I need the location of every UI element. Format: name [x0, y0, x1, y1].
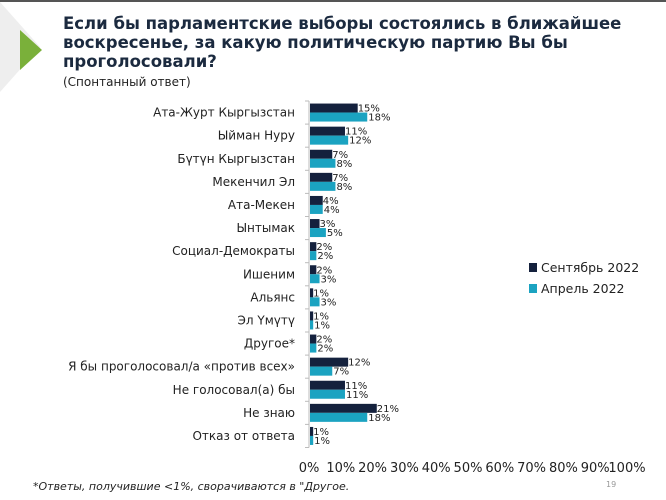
data-label: 3% — [320, 219, 336, 230]
bar-apr2022 — [310, 112, 368, 122]
data-label: 11% — [346, 390, 368, 401]
data-label: 7% — [332, 173, 348, 184]
green-arrow-icon — [20, 30, 42, 70]
bar-apr2022 — [310, 389, 345, 399]
bar-sep2022 — [310, 288, 314, 298]
data-label: 1% — [313, 427, 329, 438]
data-label: 7% — [333, 367, 349, 378]
category-label: Социал-Демократы — [172, 244, 295, 258]
data-label: 1% — [314, 436, 330, 447]
x-tick-label: 10% — [326, 461, 355, 476]
footnote: *Ответы, получившие <1%, сворачиваются в… — [33, 480, 350, 493]
category-label: Не знаю — [243, 406, 295, 420]
data-label: 1% — [313, 288, 329, 299]
data-label: 2% — [317, 344, 333, 355]
data-label: 2% — [316, 242, 332, 253]
chart-subtitle: (Спонтанный ответ) — [63, 75, 191, 89]
bar-apr2022 — [310, 320, 314, 330]
category-label: Ата-Мекен — [228, 198, 295, 212]
x-tick-label: 20% — [358, 461, 387, 476]
data-label: 12% — [349, 136, 371, 147]
x-tick-label: 40% — [422, 461, 451, 476]
category-label: Бүтүн Кыргызстан — [177, 152, 295, 166]
category-label: Ынтымак — [236, 221, 295, 235]
data-label: 18% — [368, 113, 390, 124]
data-label: 3% — [321, 274, 337, 285]
data-label: 1% — [314, 320, 330, 331]
data-label: 5% — [327, 228, 343, 239]
data-label: 1% — [313, 311, 329, 322]
legend-label: Сентябрь 2022 — [541, 260, 639, 275]
data-label: 2% — [316, 335, 332, 346]
x-tick-label: 50% — [454, 461, 483, 476]
chart-title: Если бы парламентские выборы состоялись … — [63, 14, 622, 71]
data-label: 15% — [358, 104, 380, 115]
data-label: 7% — [332, 150, 348, 161]
legend-label: Апрель 2022 — [541, 281, 625, 296]
x-tick-label: 80% — [549, 461, 578, 476]
bar-sep2022 — [310, 334, 317, 344]
x-tick-label: 70% — [517, 461, 546, 476]
category-label: Эл Үмүтү — [238, 313, 295, 327]
slide-decoration — [0, 2, 42, 92]
category-label: Другое* — [244, 337, 295, 351]
x-tick-label: 100% — [608, 461, 645, 476]
bar-sep2022 — [310, 357, 349, 367]
x-tick-label: 30% — [390, 461, 419, 476]
bar-apr2022 — [310, 435, 314, 445]
bar-sep2022 — [310, 195, 323, 205]
data-label: 21% — [377, 404, 399, 415]
bar-sep2022 — [310, 242, 317, 252]
bar-sep2022 — [310, 311, 314, 321]
data-label: 12% — [348, 358, 370, 369]
bar-apr2022 — [310, 274, 320, 284]
data-label: 18% — [368, 413, 390, 424]
bar-apr2022 — [310, 228, 326, 238]
bar-apr2022 — [310, 135, 349, 145]
bar-sep2022 — [310, 172, 333, 182]
data-label: 11% — [345, 127, 367, 138]
x-tick-label: 0% — [299, 461, 320, 476]
data-label: 4% — [323, 196, 339, 207]
bar-apr2022 — [310, 181, 336, 191]
bar-sep2022 — [310, 126, 345, 136]
bar-sep2022 — [310, 265, 317, 275]
data-label: 4% — [324, 205, 340, 216]
data-label: 11% — [345, 381, 367, 392]
data-label: 3% — [321, 297, 337, 308]
bar-apr2022 — [310, 204, 323, 214]
bar-apr2022 — [310, 158, 336, 168]
category-label: Ыйман Нуру — [218, 129, 295, 143]
legend-swatch — [529, 263, 537, 272]
bar-sep2022 — [310, 149, 333, 159]
data-label: 8% — [336, 159, 352, 170]
bar-sep2022 — [310, 426, 314, 436]
page-number: 19 — [606, 480, 617, 489]
data-label: 8% — [336, 182, 352, 193]
bar-sep2022 — [310, 103, 358, 113]
data-label: 2% — [316, 265, 332, 276]
category-label: Ата-Журт Кыргызстан — [153, 106, 295, 120]
category-label: Не голосовал(а) бы — [173, 383, 295, 397]
category-label: Мекенчил Эл — [212, 175, 295, 189]
x-tick-label: 90% — [581, 461, 610, 476]
bar-sep2022 — [310, 403, 377, 413]
bar-apr2022 — [310, 251, 317, 261]
legend-swatch — [529, 284, 537, 293]
bar-apr2022 — [310, 297, 320, 307]
data-label: 2% — [317, 251, 333, 262]
category-label: Ишеним — [243, 267, 295, 281]
bar-sep2022 — [310, 219, 320, 229]
bar-apr2022 — [310, 366, 333, 376]
bar-apr2022 — [310, 412, 368, 422]
x-tick-label: 60% — [485, 461, 514, 476]
bar-sep2022 — [310, 380, 345, 390]
bar-apr2022 — [310, 343, 317, 353]
category-label: Альянс — [250, 290, 295, 304]
category-label: Отказ от ответа — [192, 429, 295, 443]
category-label: Я бы проголосовал/а «против всех» — [68, 360, 295, 374]
